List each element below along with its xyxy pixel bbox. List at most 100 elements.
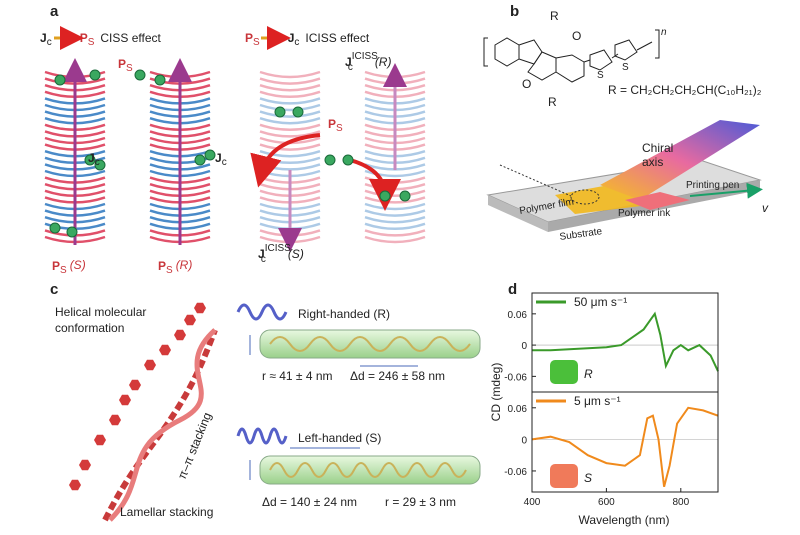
electron: [89, 69, 101, 81]
velocity-arrow: [689, 182, 763, 199]
subscript: c: [222, 157, 227, 168]
helix-coil: [364, 235, 426, 244]
atom: S: [597, 70, 604, 81]
hexagon: [94, 434, 106, 446]
helix-coil: [259, 77, 321, 85]
subscript: c: [47, 37, 52, 48]
tag: (S): [70, 258, 86, 272]
helical-label: Helical molecular conformation: [55, 305, 146, 335]
y-tick-label: 0: [521, 435, 527, 446]
helix-coil: [259, 97, 321, 105]
helix-coil: [259, 103, 321, 112]
symbol-label: Jc: [88, 151, 100, 168]
data-line: [532, 311, 719, 372]
helix-coil: [364, 222, 426, 231]
thiophene: [614, 39, 638, 61]
text-line: conformation: [55, 321, 124, 335]
helix-coil: [364, 202, 426, 211]
helix-coil: [259, 123, 321, 132]
transfer-arrow: [250, 133, 321, 188]
tag: (R): [375, 55, 392, 69]
hexagon: [69, 479, 81, 491]
symbol-label: PS: [118, 57, 133, 74]
tag: (S): [288, 247, 304, 261]
radius-label: r = 29 ± 3 nm: [385, 495, 456, 509]
subscript: S: [126, 63, 133, 74]
hexagon: [129, 379, 141, 391]
symbol-label: PS (S): [52, 258, 86, 276]
y-tick-label: -0.06: [504, 467, 527, 478]
panel-letter: c: [50, 281, 58, 298]
handedness: S: [584, 471, 592, 485]
substrate-label: Substrate: [559, 226, 603, 243]
electron: [66, 226, 78, 238]
superscript: ICISS: [265, 243, 291, 254]
subscript: c: [261, 254, 266, 265]
plot-frame: [531, 391, 719, 493]
hexagon: [79, 459, 91, 471]
text-line: Chiral: [642, 141, 673, 155]
chain: [269, 462, 467, 478]
handed-label: Left-handed (S): [298, 431, 381, 445]
atom: O: [572, 29, 581, 43]
hexagon: [174, 329, 186, 341]
pen-label: Printing pen: [686, 180, 739, 191]
bond: [636, 41, 653, 51]
symbol: P: [158, 259, 166, 273]
panel-letter: b: [510, 3, 519, 20]
helix-coil: [364, 189, 426, 198]
helix-coil: [259, 90, 321, 99]
helix-coil: [364, 183, 426, 191]
symbol-label: Jc: [215, 151, 227, 168]
symbol-label: JICISS c (R): [345, 51, 391, 73]
thiophene: [589, 49, 613, 71]
ink-label: Polymer ink: [618, 208, 671, 219]
symbol: P: [80, 31, 88, 45]
stacking-label: Lamellar stacking: [120, 505, 213, 519]
x-tick-label: 800: [672, 497, 689, 508]
hexagon: [119, 394, 131, 406]
electron: [379, 190, 391, 202]
bond: [583, 59, 591, 63]
symbol: J: [88, 151, 95, 165]
data-line: [531, 406, 719, 487]
symbol-label: PS: [328, 117, 343, 134]
subscript: S: [88, 37, 95, 48]
text-line: Helical molecular: [55, 305, 146, 319]
symbol: P: [52, 259, 60, 273]
substituent: R = CH₂CH₂CH₂CH(C₁₀H₂₁)₂: [608, 83, 762, 97]
electron: [194, 154, 206, 166]
electron: [49, 222, 61, 234]
symbol: P: [328, 117, 336, 131]
atom: O: [522, 77, 531, 91]
y-axis-label: CD (mdeg): [489, 363, 503, 422]
subscript: S: [336, 123, 343, 134]
symbol: J: [345, 55, 352, 69]
cylinder: [259, 455, 481, 485]
y-tick-label: 0.06: [508, 404, 528, 415]
text-line: axis: [642, 155, 663, 169]
helix-coil: [364, 176, 426, 184]
atom: S: [622, 62, 629, 73]
atom: R: [550, 9, 559, 23]
electron: [84, 154, 96, 166]
electron: [292, 106, 304, 118]
subscript: S: [166, 265, 173, 276]
electron: [134, 69, 146, 81]
helix-coil: [259, 117, 321, 125]
printing-pen: [600, 120, 760, 200]
hexagon: [194, 302, 206, 314]
zoom-circle: [570, 189, 600, 205]
x-tick-label: 600: [598, 497, 615, 508]
thumb-icon: [550, 464, 578, 488]
helix-coil: [364, 216, 426, 224]
ring: [494, 37, 520, 67]
subscript: S: [253, 37, 260, 48]
y-tick-label: 0: [521, 341, 527, 352]
symbol: J: [215, 151, 222, 165]
helix-coil: [259, 143, 321, 151]
electron: [204, 149, 216, 161]
helix-strand: [102, 328, 218, 522]
